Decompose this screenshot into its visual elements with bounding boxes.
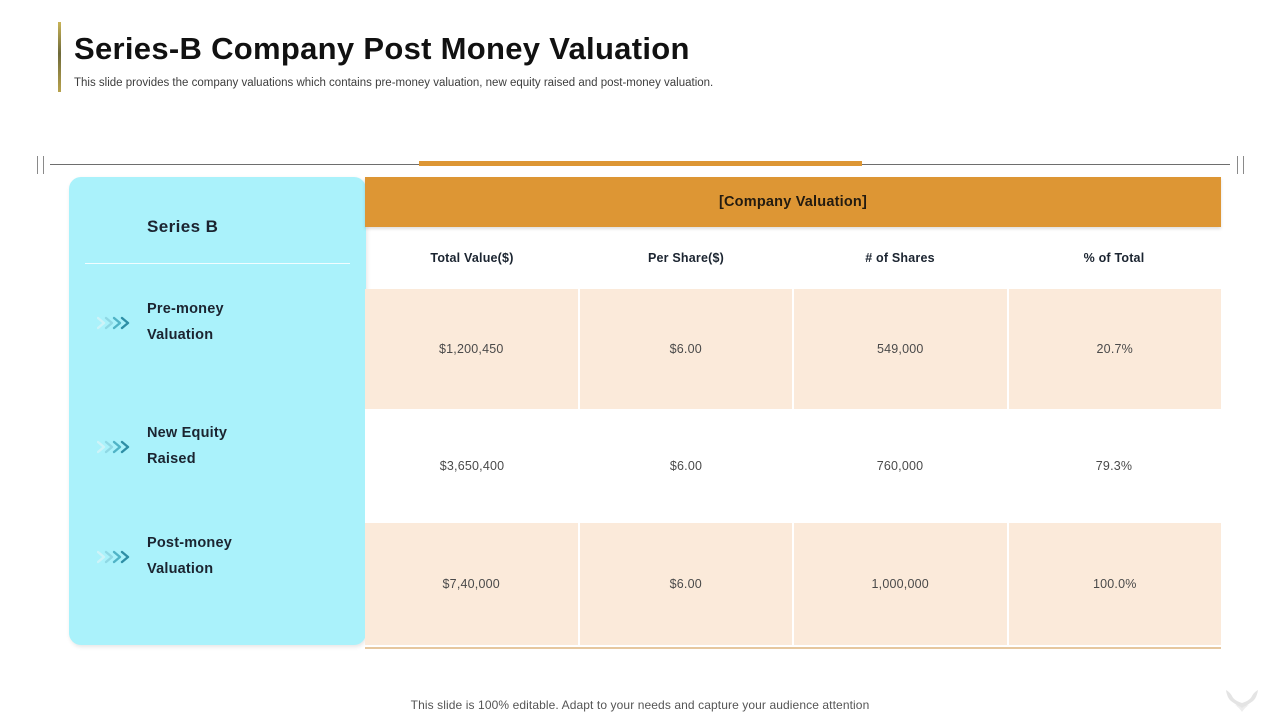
table-cell-total-value: $3,650,400 — [365, 409, 579, 523]
divider-tick-left-2 — [43, 156, 44, 174]
series-panel-divider — [85, 263, 350, 264]
series-panel: Series B Pre-money Valuation New Equity … — [69, 177, 366, 645]
column-header-num-shares: # of Shares — [865, 251, 935, 265]
series-row-new-equity[interactable]: New Equity Raised — [97, 417, 355, 477]
page-subtitle: This slide provides the company valuatio… — [74, 77, 714, 89]
series-row-label: Post-money Valuation — [147, 535, 232, 577]
table-cell-pct-of-total: 100.0% — [1006, 523, 1221, 645]
table-bottom-border — [365, 647, 1221, 649]
helping-hands-logo-icon — [1226, 690, 1258, 712]
divider-tick-right-1 — [1237, 156, 1238, 174]
divider-accent-bar — [419, 161, 862, 166]
table-cell-per-share: $6.00 — [577, 289, 792, 409]
column-header-per-share: Per Share($) — [647, 251, 725, 265]
divider-tick-right-2 — [1243, 156, 1244, 174]
table-cell-total-value: $1,200,450 — [365, 289, 578, 409]
valuation-table: [Company Valuation] Total Value($) Per S… — [365, 177, 1221, 649]
table-row: $3,650,400 $6.00 760,000 79.3% — [365, 409, 1221, 523]
table-cell-per-share: $6.00 — [579, 409, 793, 523]
chevrons-right-icon — [97, 440, 130, 454]
table-column-headers: Total Value($) Per Share($) # of Shares … — [365, 227, 1221, 289]
series-row-label: New Equity Raised — [147, 425, 228, 467]
series-row-post-money[interactable]: Post-money Valuation — [97, 527, 355, 587]
chevrons-right-icon — [97, 316, 130, 330]
title-accent-bar — [58, 22, 61, 92]
table-cell-num-shares: 549,000 — [792, 289, 1007, 409]
table-cell-per-share: $6.00 — [577, 523, 792, 645]
table-cell-num-shares: 760,000 — [793, 409, 1007, 523]
chevrons-right-icon — [97, 550, 130, 564]
table-row: $1,200,450 $6.00 549,000 20.7% — [365, 289, 1221, 409]
section-divider — [0, 150, 1280, 176]
divider-tick-left-1 — [37, 156, 38, 174]
column-header-pct-of-total: % of Total — [1083, 251, 1145, 265]
table-cell-pct-of-total: 20.7% — [1006, 289, 1221, 409]
table-group-header: [Company Valuation] — [365, 177, 1221, 227]
slide-header: Series-B Company Post Money Valuation Th… — [0, 0, 1280, 120]
series-panel-title: Series B — [147, 217, 219, 236]
table-cell-pct-of-total: 79.3% — [1007, 409, 1221, 523]
series-row-label: Pre-money Valuation — [147, 301, 224, 343]
series-row-pre-money[interactable]: Pre-money Valuation — [97, 293, 355, 353]
page-title: Series-B Company Post Money Valuation — [74, 31, 690, 66]
table-group-header-label: [Company Valuation] — [718, 194, 867, 210]
column-header-total-value: Total Value($) — [430, 251, 514, 265]
table-cell-total-value: $7,40,000 — [365, 523, 578, 645]
table-cell-num-shares: 1,000,000 — [792, 523, 1007, 645]
footer-note: This slide is 100% editable. Adapt to yo… — [410, 698, 870, 712]
table-row: $7,40,000 $6.00 1,000,000 100.0% — [365, 523, 1221, 645]
